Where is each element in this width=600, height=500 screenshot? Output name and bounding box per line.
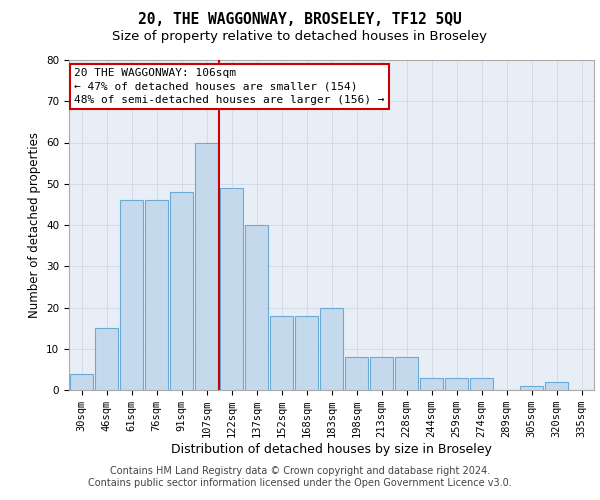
Bar — [120, 200, 143, 390]
X-axis label: Distribution of detached houses by size in Broseley: Distribution of detached houses by size … — [171, 443, 492, 456]
Bar — [95, 328, 118, 390]
Text: 20, THE WAGGONWAY, BROSELEY, TF12 5QU: 20, THE WAGGONWAY, BROSELEY, TF12 5QU — [138, 12, 462, 28]
Bar — [195, 142, 218, 390]
Bar — [270, 316, 293, 390]
Bar — [145, 200, 168, 390]
Bar — [220, 188, 243, 390]
Bar — [370, 357, 393, 390]
Bar — [395, 357, 418, 390]
Bar — [470, 378, 493, 390]
Bar — [170, 192, 193, 390]
Bar — [420, 378, 443, 390]
Text: Contains HM Land Registry data © Crown copyright and database right 2024.
Contai: Contains HM Land Registry data © Crown c… — [88, 466, 512, 487]
Bar — [245, 225, 268, 390]
Bar — [520, 386, 543, 390]
Bar — [295, 316, 318, 390]
Bar — [70, 374, 93, 390]
Text: Size of property relative to detached houses in Broseley: Size of property relative to detached ho… — [113, 30, 487, 43]
Y-axis label: Number of detached properties: Number of detached properties — [28, 132, 41, 318]
Bar — [445, 378, 468, 390]
Text: 20 THE WAGGONWAY: 106sqm
← 47% of detached houses are smaller (154)
48% of semi-: 20 THE WAGGONWAY: 106sqm ← 47% of detach… — [74, 68, 385, 104]
Bar — [320, 308, 343, 390]
Bar — [345, 357, 368, 390]
Bar — [545, 382, 568, 390]
